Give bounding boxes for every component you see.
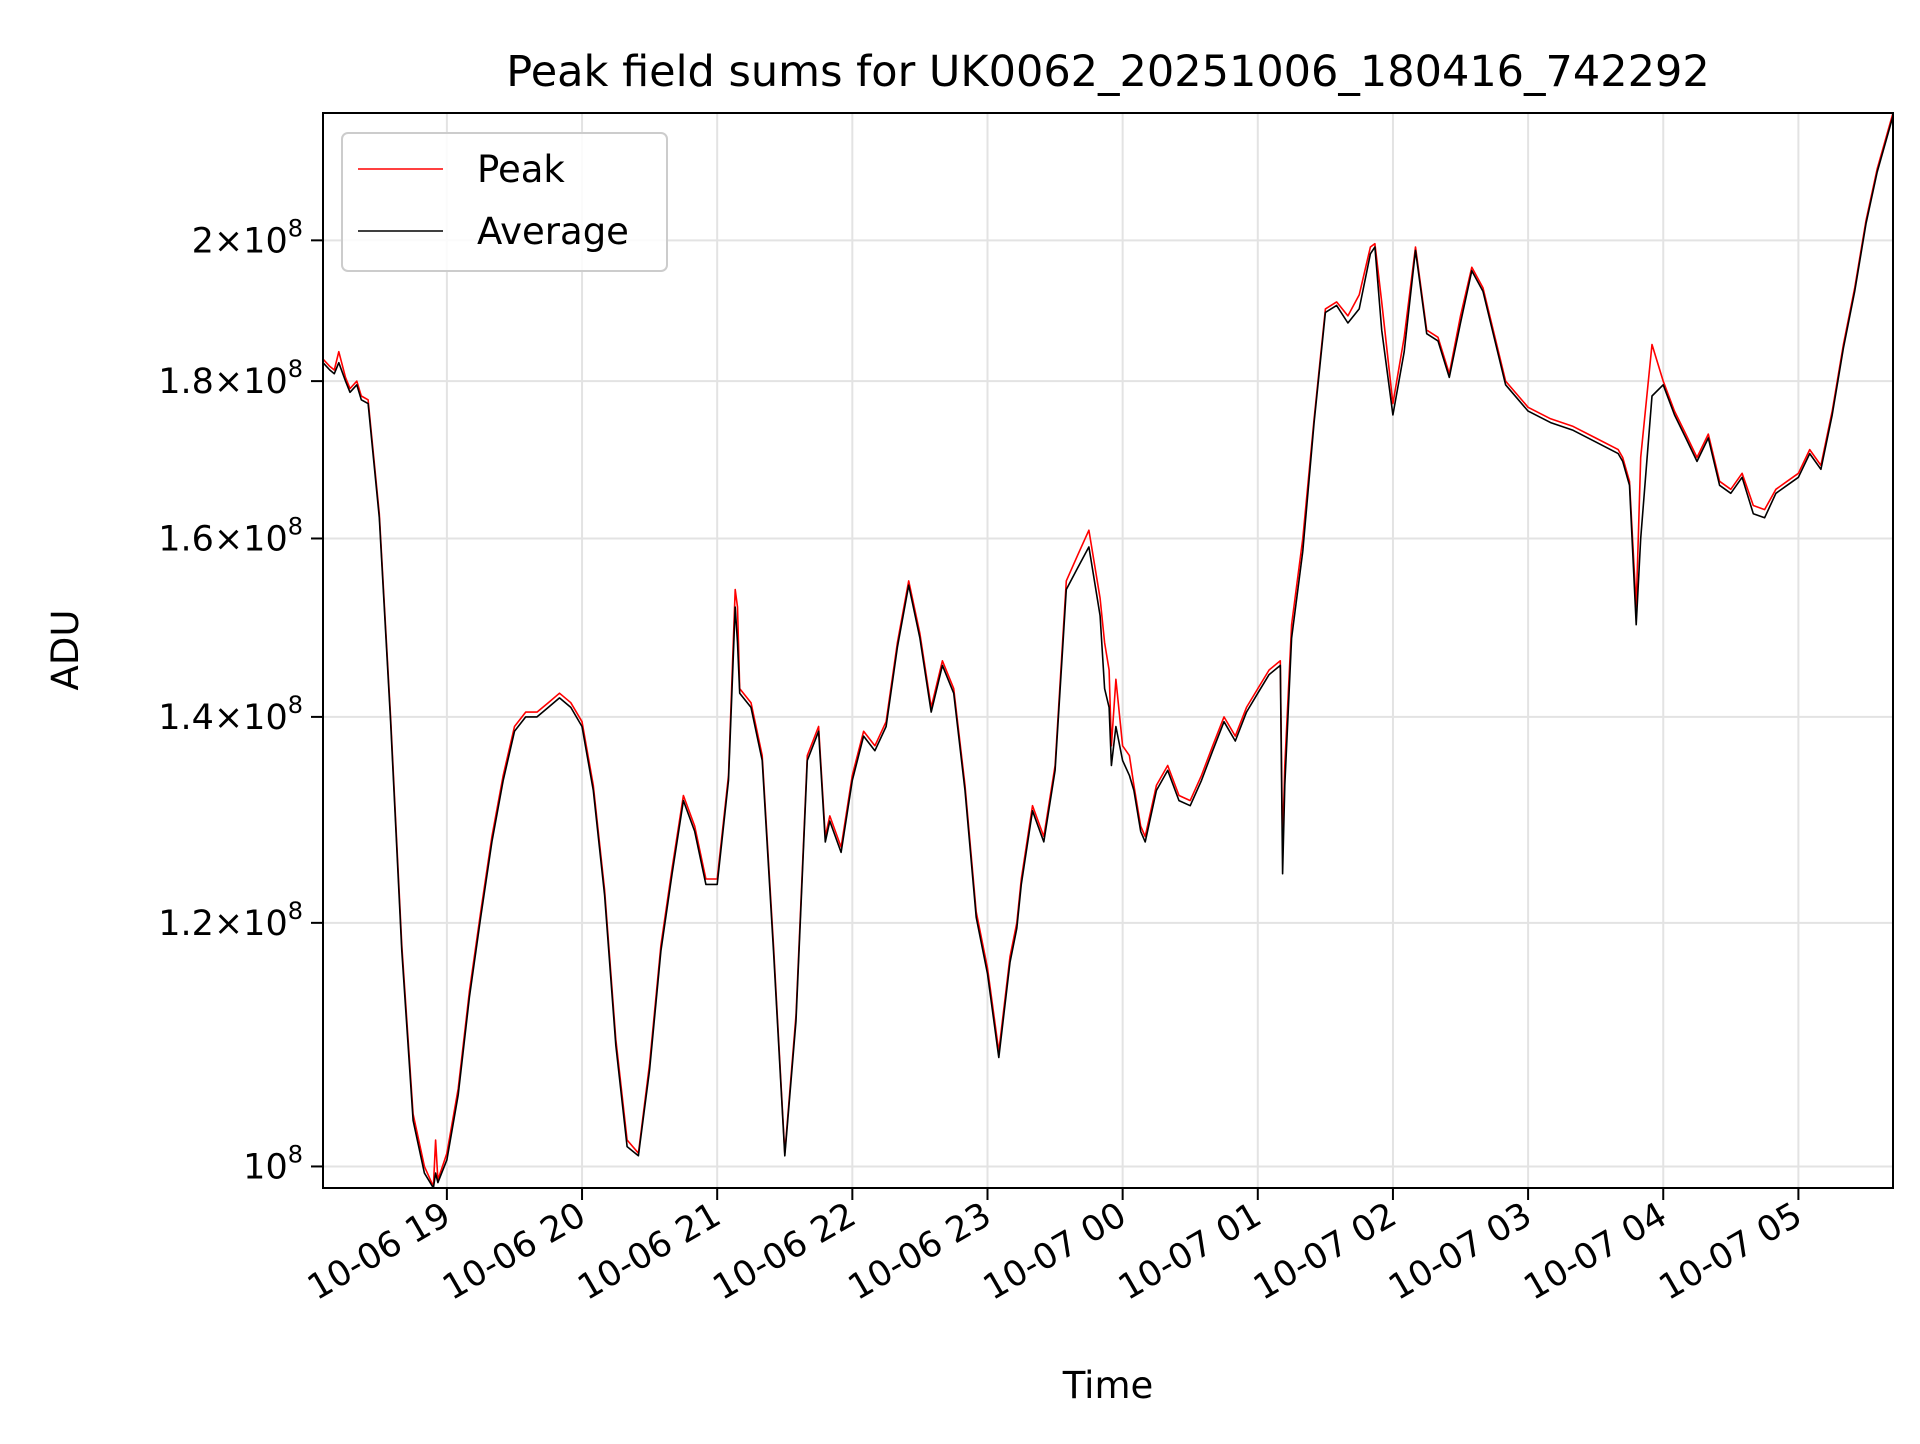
legend-average-label: Average xyxy=(477,210,629,253)
series-layer xyxy=(322,112,1894,1189)
y-tick-label: 108 xyxy=(243,1140,303,1187)
plot-frame xyxy=(322,112,1894,1189)
legend: Peak Average xyxy=(341,132,668,272)
y-tick-label: 1.2×108 xyxy=(158,897,303,944)
y-tick-label: 1.4×108 xyxy=(158,691,303,738)
legend-peak-label: Peak xyxy=(477,148,565,191)
y-axis-ticks: 108 1.2×108 1.4×108 1.6×108 1.8×108 2×108 xyxy=(158,214,323,1187)
y-tick-label: 1.8×108 xyxy=(158,355,303,402)
legend-box xyxy=(341,132,668,272)
y-axis-label: ADU xyxy=(44,610,87,691)
y-tick-label: 1.6×108 xyxy=(158,512,303,559)
x-axis-label: Time xyxy=(1062,1364,1154,1407)
y-tick-label: 2×108 xyxy=(192,214,303,261)
chart-title: Peak field sums for UK0062_20251006_1804… xyxy=(506,47,1709,97)
series-line-average xyxy=(322,115,1894,1189)
grid xyxy=(323,113,1893,1188)
series-line-peak xyxy=(322,112,1894,1188)
